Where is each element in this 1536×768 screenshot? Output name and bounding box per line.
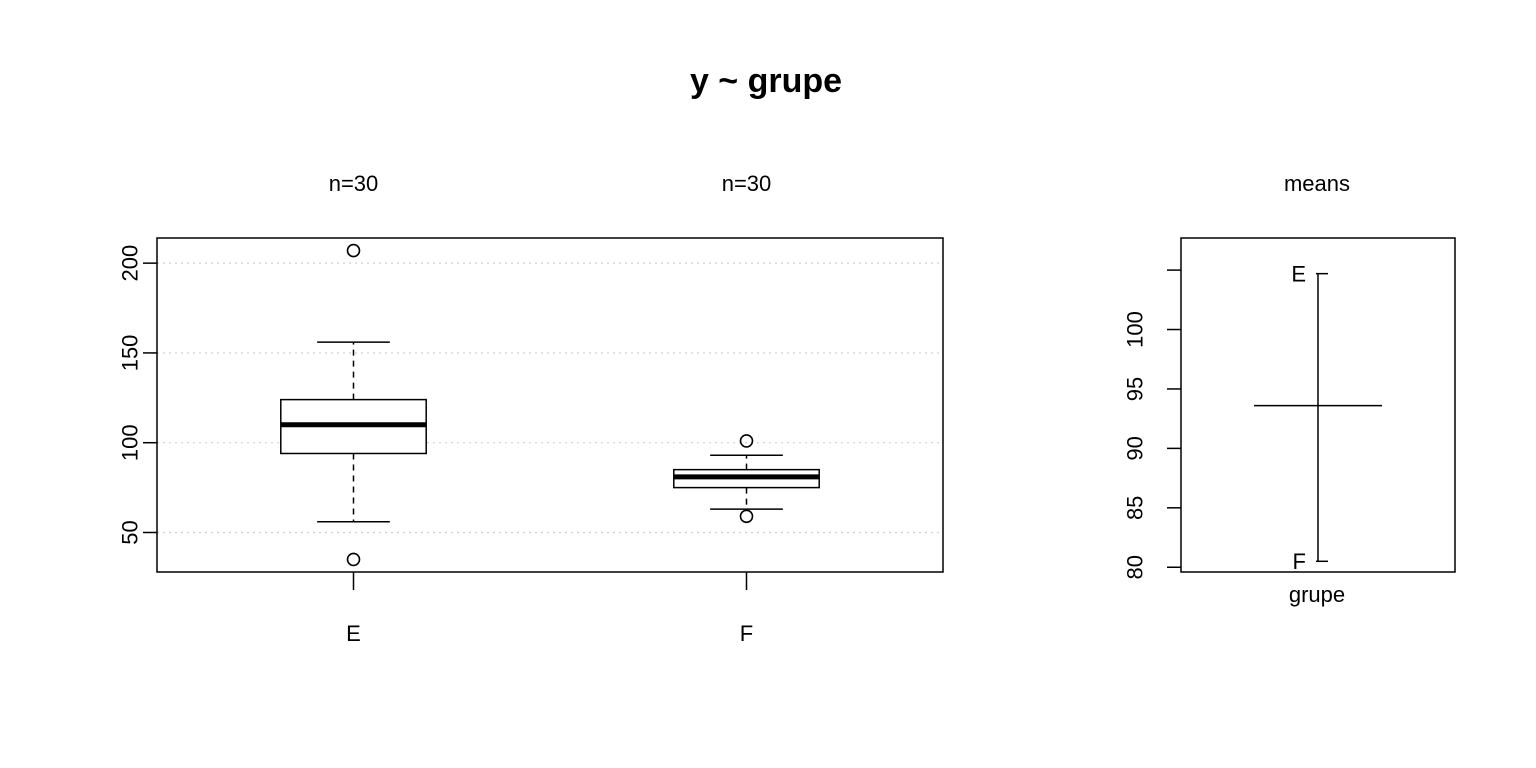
count-labels: n=30 n=30	[329, 171, 772, 196]
outlier-point	[346, 243, 361, 258]
x-tick-label: F	[740, 621, 753, 646]
box-F	[673, 434, 820, 524]
box-marks	[280, 243, 820, 567]
chart-title: y ~ grupe	[690, 62, 842, 100]
y-tick-label: 90	[1123, 436, 1148, 460]
y-tick-label: 150	[118, 335, 143, 372]
gridlines	[157, 262, 943, 534]
y-tick-label: 100	[1123, 311, 1148, 348]
means-y-axis: 80 85 90 95 100	[1123, 269, 1181, 579]
mean-label: F	[1293, 549, 1306, 574]
outlier-point	[739, 509, 754, 524]
mean-label: E	[1291, 261, 1306, 286]
x-tick-label: E	[346, 621, 361, 646]
plot-frame	[156, 237, 944, 573]
y-tick-label: 95	[1123, 377, 1148, 401]
y-tick-label: 200	[118, 245, 143, 282]
outlier-point	[346, 552, 361, 567]
means-plot-frame	[1180, 237, 1456, 573]
count-label: n=30	[329, 171, 379, 196]
means-panel-title: means	[1284, 171, 1350, 196]
y-axis: 50 100 150 200	[118, 245, 157, 545]
means-marks: EF	[1254, 261, 1382, 574]
outlier-point	[739, 434, 754, 448]
box-E	[280, 243, 427, 567]
count-label: n=30	[722, 171, 772, 196]
means-x-axis-label: grupe	[1289, 582, 1345, 607]
y-tick-label: 100	[118, 424, 143, 461]
y-tick-label: 85	[1123, 496, 1148, 520]
y-tick-label: 80	[1123, 555, 1148, 579]
y-tick-label: 50	[118, 520, 143, 544]
